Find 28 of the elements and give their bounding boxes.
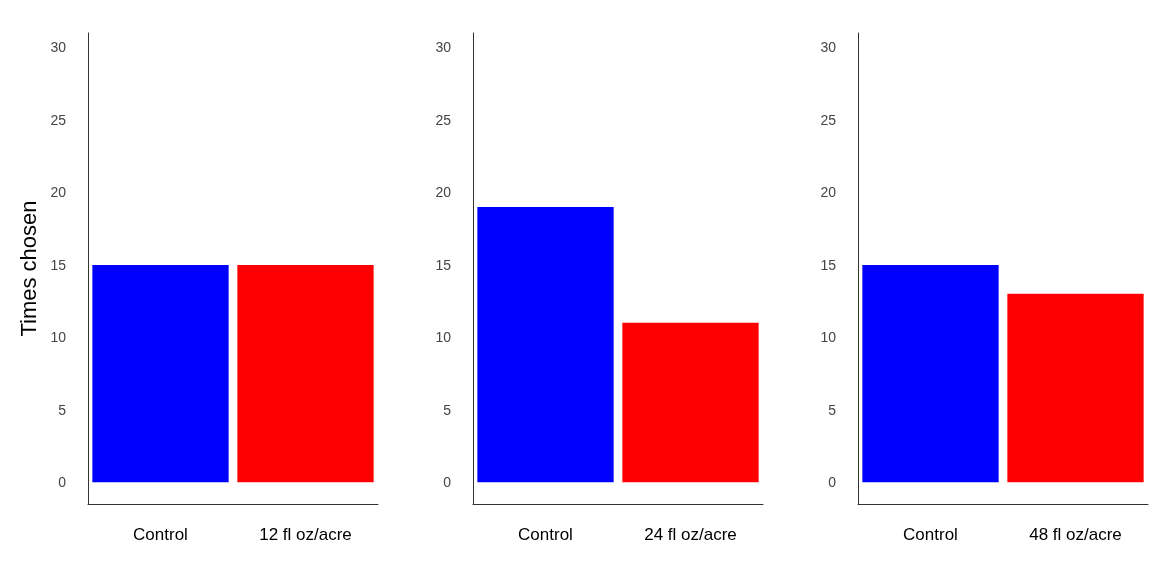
y-tick-label: 5 [58, 401, 67, 418]
y-tick-label: 30 [820, 39, 837, 56]
y-tick-label: 20 [435, 184, 452, 201]
x-tick-label: 48 fl oz/acre [1029, 525, 1122, 544]
y-tick-label: 15 [820, 256, 837, 273]
y-tick-label: 20 [820, 184, 837, 201]
y-tick-label: 0 [828, 474, 837, 491]
x-tick-label: Control [133, 525, 188, 544]
y-tick-label: 20 [50, 184, 67, 201]
x-tick-label: 24 fl oz/acre [644, 525, 737, 544]
y-tick-label: 25 [435, 111, 452, 128]
y-tick-label: 10 [820, 329, 837, 346]
y-tick-label: 25 [50, 111, 67, 128]
y-tick-label: 5 [443, 401, 452, 418]
y-axis-title: Times chosen [16, 200, 42, 337]
y-tick-label: 0 [443, 474, 452, 491]
y-tick-label: 10 [50, 329, 67, 346]
y-tick-label: 25 [820, 111, 837, 128]
y-tick-label: 30 [50, 39, 67, 56]
y-tick-label: 0 [58, 474, 67, 491]
y-tick-label: 15 [50, 256, 67, 273]
x-tick-label: Control [518, 525, 573, 544]
y-tick-label: 30 [435, 39, 452, 56]
y-tick-label: 5 [828, 401, 837, 418]
y-tick-label: 15 [435, 256, 452, 273]
x-tick-label: Control [903, 525, 958, 544]
x-tick-label: 12 fl oz/acre [259, 525, 352, 544]
y-tick-label: 10 [435, 329, 452, 346]
